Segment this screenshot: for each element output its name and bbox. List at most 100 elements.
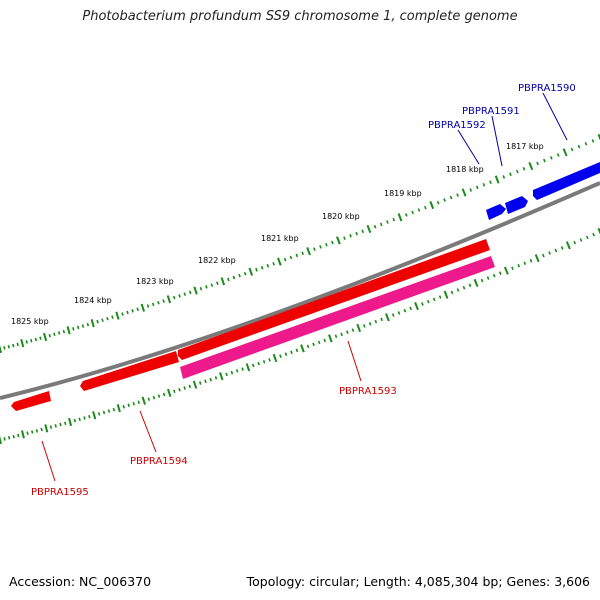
minor-tick	[306, 344, 310, 349]
gene-arrow-pbpra1595[interactable]	[11, 391, 51, 411]
minor-tick	[54, 424, 57, 428]
gene-arrow-pbpra1594[interactable]	[80, 351, 179, 391]
major-tick	[473, 278, 479, 287]
gene-label-pbpra1592[interactable]: PBPRA1592	[428, 120, 486, 131]
minor-tick	[268, 358, 271, 362]
minor-tick	[379, 222, 383, 227]
gene-arrow-pbpra1593[interactable]	[180, 256, 495, 379]
minor-tick	[556, 153, 560, 157]
minor-tick	[349, 234, 352, 238]
minor-tick	[560, 246, 564, 250]
minor-tick	[312, 342, 315, 347]
minor-tick	[132, 401, 135, 406]
minor-tick	[351, 328, 355, 332]
minor-tick	[325, 242, 328, 247]
minor-tick	[266, 263, 270, 268]
major-tick	[277, 257, 282, 266]
minor-tick	[122, 404, 125, 409]
gene-label-pbpra1591[interactable]: PBPRA1591	[462, 106, 520, 117]
minor-tick	[111, 315, 114, 319]
major-tick	[141, 396, 146, 405]
major-tick	[44, 424, 49, 433]
minor-tick	[12, 434, 15, 439]
minor-tick	[515, 169, 519, 174]
major-tick	[565, 241, 571, 250]
gene-label-pbpra1594[interactable]: PBPRA1594	[130, 456, 188, 467]
major-tick	[306, 247, 311, 256]
gene-arrow-pbpra1590[interactable]	[533, 162, 600, 200]
gene-label-pbpra1593[interactable]: PBPRA1593	[339, 386, 397, 397]
minor-tick	[31, 430, 34, 434]
minor-tick	[86, 322, 90, 327]
minor-tick	[584, 141, 588, 146]
minor-tick	[577, 144, 581, 149]
minor-tick	[204, 379, 207, 384]
minor-tick	[573, 240, 577, 245]
minor-tick	[426, 299, 430, 304]
major-tick	[328, 334, 333, 343]
gene-label-pbpra1590[interactable]: PBPRA1590	[518, 83, 576, 94]
gene-arrow-pbpra1594-upper[interactable]	[178, 239, 490, 360]
major-tick	[385, 313, 390, 322]
minor-tick	[486, 276, 490, 280]
minor-tick	[35, 429, 39, 433]
gene-label-pbpra1595[interactable]: PBPRA1595	[31, 487, 89, 498]
major-tick	[443, 290, 449, 299]
minor-tick	[543, 158, 546, 163]
minor-tick	[331, 240, 334, 245]
minor-tick	[131, 309, 134, 313]
minor-tick	[346, 330, 349, 334]
minor-tick	[7, 345, 10, 349]
minor-tick	[468, 283, 472, 288]
minor-tick	[340, 332, 343, 337]
major-tick	[562, 148, 568, 157]
chromosome-backbone	[0, 181, 600, 400]
scale-label: 1818 kbp	[446, 165, 484, 174]
minor-tick	[72, 327, 75, 331]
minor-tick	[334, 334, 338, 339]
minor-tick	[96, 319, 99, 324]
major-tick	[414, 302, 419, 311]
minor-tick	[40, 427, 43, 432]
minor-tick	[157, 394, 161, 398]
minor-tick	[397, 311, 401, 315]
scale-labels: 1817 kbp 1818 kbp 1819 kbp 1820 kbp 1821…	[11, 142, 544, 326]
major-tick	[397, 213, 403, 222]
minor-tick	[216, 281, 219, 285]
minor-tick	[205, 285, 208, 289]
major-tick	[21, 430, 25, 439]
minor-tick	[162, 392, 166, 397]
minor-tick	[78, 417, 81, 422]
minor-tick	[403, 308, 407, 313]
minor-tick	[255, 267, 258, 272]
minor-tick	[121, 312, 124, 316]
minor-tick	[199, 381, 202, 385]
major-tick	[248, 267, 254, 276]
map-title: Photobacterium profundum SS9 chromosome …	[82, 9, 518, 24]
minor-tick	[284, 352, 288, 356]
scale-label: 1823 kbp	[136, 277, 174, 286]
gene-arrow-pbpra1592[interactable]	[486, 204, 506, 220]
minor-tick	[283, 257, 287, 262]
minor-tick	[252, 363, 255, 368]
minor-tick	[279, 354, 282, 358]
minor-tick	[262, 359, 266, 364]
major-tick	[20, 339, 25, 348]
minor-tick	[209, 377, 212, 382]
minor-tick	[313, 247, 316, 251]
minor-tick	[39, 336, 42, 340]
minor-tick	[136, 307, 139, 312]
major-tick	[503, 266, 509, 275]
minor-tick	[469, 188, 473, 192]
minor-tick	[188, 384, 192, 389]
minor-tick	[34, 337, 38, 342]
genome-summary: Topology: circular; Length: 4,085,304 bp…	[246, 574, 590, 589]
minor-tick	[522, 167, 526, 171]
minor-tick	[147, 397, 151, 401]
minor-tick	[363, 324, 366, 328]
minor-tick	[492, 273, 496, 278]
minor-tick	[456, 193, 459, 197]
gene-arrow-pbpra1591[interactable]	[505, 196, 528, 214]
minor-tick	[295, 348, 299, 353]
minor-tick	[475, 185, 479, 190]
